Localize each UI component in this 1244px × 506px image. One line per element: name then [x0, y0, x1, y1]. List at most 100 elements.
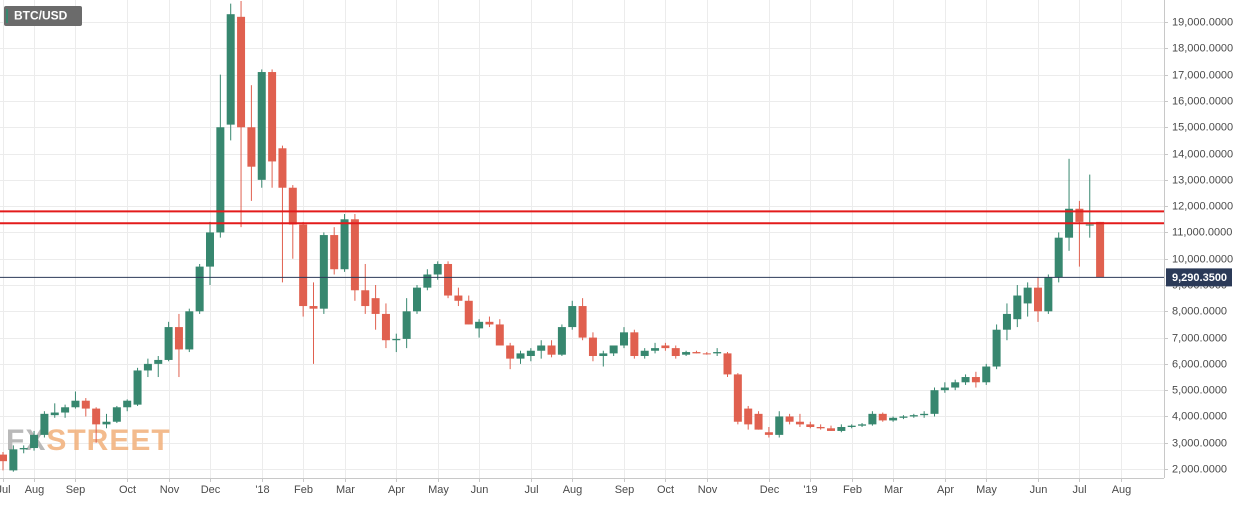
candle-body: [278, 148, 287, 188]
candle-body: [1023, 287, 1032, 304]
candle-body: [309, 306, 318, 309]
candle-body: [413, 287, 421, 312]
candle-body: [154, 359, 163, 364]
x-tick-label: May: [976, 484, 997, 496]
candle-body: [609, 345, 618, 354]
y-tick-label: 7,000.0000: [1172, 332, 1227, 344]
candle-body: [506, 345, 515, 359]
candle-body: [516, 353, 525, 359]
candle-body: [806, 424, 815, 427]
candle-body: [185, 311, 194, 350]
candle-body: [61, 407, 70, 413]
x-tick-label: Feb: [843, 484, 862, 496]
candle-body: [961, 377, 970, 383]
candle-body: [102, 421, 111, 425]
y-tick-label: 2,000.0000: [1172, 463, 1227, 475]
x-tick-label: Jul: [524, 484, 538, 496]
candle-body: [775, 416, 784, 435]
candle-body: [847, 425, 856, 427]
y-tick-label: 8,000.0000: [1172, 305, 1227, 317]
candle-body: [764, 432, 773, 435]
watermark-text: FXSTREET: [6, 424, 171, 457]
candle-body: [19, 448, 28, 450]
candle-body: [444, 263, 453, 296]
x-tick-label: Dec: [760, 484, 780, 496]
candle-body: [330, 235, 339, 270]
candle-body: [547, 345, 556, 355]
candle-body: [81, 400, 90, 409]
x-tick-label: Feb: [294, 484, 313, 496]
candle-body: [1013, 295, 1022, 320]
candle-body: [206, 232, 214, 267]
x-tick-label: Sep: [615, 484, 635, 496]
candle-body: [454, 295, 463, 301]
candle-body: [1085, 224, 1094, 226]
x-tick-label: Aug: [1112, 484, 1132, 496]
x-tick-label: Dec: [201, 484, 221, 496]
candle-body: [381, 313, 390, 341]
y-tick-label: 14,000.0000: [1172, 148, 1233, 160]
candle-body: [816, 426, 825, 429]
x-tick-label: Jun: [471, 484, 489, 496]
y-tick-label: 15,000.0000: [1172, 121, 1233, 133]
candle-body: [878, 413, 887, 421]
candle-body: [402, 311, 411, 339]
x-tick-label: Oct: [657, 484, 674, 496]
candle-body: [1096, 221, 1105, 278]
candle-body: [174, 327, 183, 350]
candle-body: [1002, 313, 1011, 330]
y-tick-label: 5,000.0000: [1172, 384, 1227, 396]
candle-body: [1044, 277, 1053, 312]
candle-body: [744, 408, 753, 425]
candle-body: [257, 72, 266, 180]
candle-body: [837, 426, 846, 431]
candle-body: [247, 127, 256, 167]
candle-body: [930, 390, 939, 414]
candle-body: [578, 306, 587, 338]
candle-body: [464, 300, 473, 325]
candle-body: [123, 400, 132, 408]
candle-body: [702, 353, 711, 355]
candle-body: [288, 187, 297, 225]
x-tick-label: Mar: [336, 484, 355, 496]
candle-body: [50, 412, 59, 416]
x-tick-label: Aug: [563, 484, 583, 496]
candle-body: [795, 421, 804, 425]
y-tick-label: 12,000.0000: [1172, 200, 1233, 212]
candle-body: [319, 235, 328, 309]
candle-body: [682, 352, 691, 355]
candle-body: [392, 338, 401, 341]
watermark: FXSTREET: [6, 424, 171, 457]
candle-body: [299, 224, 308, 307]
candle-body: [1075, 208, 1084, 222]
candle-body: [568, 306, 577, 328]
candle-body: [164, 327, 173, 360]
candle-body: [495, 324, 504, 346]
y-tick-label: 10,000.0000: [1172, 253, 1233, 265]
candle-body: [537, 345, 546, 351]
candle-body: [785, 416, 794, 422]
candle-body: [827, 428, 835, 431]
candle-body: [630, 332, 639, 357]
x-tick-label: Jul: [0, 484, 11, 496]
x-tick-label: May: [428, 484, 449, 496]
y-tick-label: 16,000.0000: [1172, 95, 1233, 107]
candle-body: [754, 413, 763, 430]
candle-body: [9, 449, 18, 471]
candle-body: [651, 348, 660, 351]
watermark-street: STREET: [46, 424, 170, 457]
overlay: [0, 210, 1164, 278]
candle-body: [133, 370, 142, 405]
x-tick-label: Oct: [119, 484, 136, 496]
candles: [0, 1, 1105, 472]
candle-body: [237, 16, 246, 128]
candle-body: [71, 400, 80, 408]
x-tick-label: Apr: [937, 484, 954, 496]
candle-body: [526, 350, 535, 357]
last-price-label: 9,290.3500: [1172, 272, 1227, 284]
candle-body: [620, 332, 628, 346]
candle-body: [940, 387, 949, 391]
y-tick-label: 3,000.0000: [1172, 437, 1227, 449]
